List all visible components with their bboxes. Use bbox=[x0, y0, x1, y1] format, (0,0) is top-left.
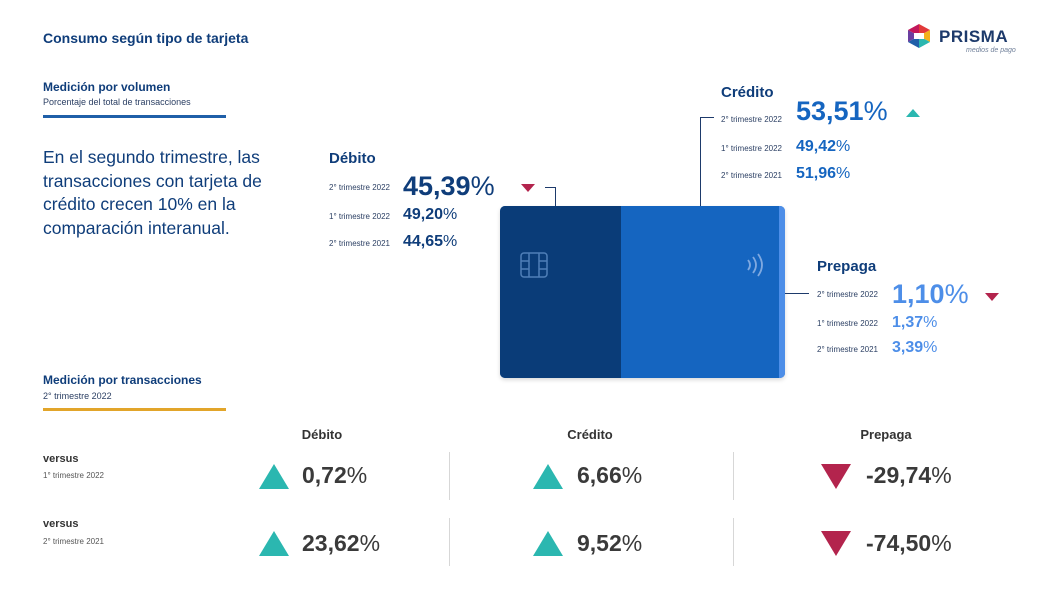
debito-row-label: 2° trimestre 2021 bbox=[329, 239, 391, 248]
table-value: 23,62% bbox=[302, 530, 381, 556]
row-title: versus bbox=[43, 453, 79, 465]
trend-up-icon bbox=[533, 464, 563, 489]
table-value: -74,50% bbox=[866, 530, 952, 556]
chip-icon bbox=[520, 252, 548, 278]
logo-tagline: medios de pago bbox=[966, 47, 1016, 54]
card-debito-band bbox=[500, 206, 621, 378]
debito-connector-v bbox=[555, 187, 556, 206]
credito-value: 51,96% bbox=[796, 165, 851, 182]
table-value: 9,52% bbox=[577, 530, 643, 556]
trend-up-icon bbox=[533, 531, 563, 556]
transactions-rule bbox=[43, 408, 226, 411]
card-prepaga-edge bbox=[779, 206, 785, 378]
contactless-icon bbox=[747, 253, 763, 277]
transactions-title: Medición por transacciones bbox=[43, 373, 202, 387]
credito-title: Crédito bbox=[721, 84, 774, 101]
trend-up-icon bbox=[259, 464, 289, 489]
credito-row-label: 2° trimestre 2021 bbox=[721, 171, 783, 180]
credito-row-label: 2° trimestre 2022 bbox=[721, 115, 783, 124]
prepaga-value: 3,39% bbox=[892, 339, 938, 356]
debito-title: Débito bbox=[329, 150, 376, 167]
row-subtitle: 1° trimestre 2022 bbox=[43, 471, 105, 480]
volume-title: Medición por volumen bbox=[43, 80, 171, 94]
trend-down-icon bbox=[821, 531, 851, 556]
lead-text: En el segundo trimestre, las transaccion… bbox=[43, 147, 262, 238]
col-header-prepaga: Prepaga bbox=[860, 427, 912, 442]
transactions-subtitle: 2° trimestre 2022 bbox=[43, 391, 112, 401]
debito-trend-down-icon bbox=[521, 184, 535, 192]
prepaga-title: Prepaga bbox=[817, 258, 877, 275]
table-value: 0,72% bbox=[302, 462, 368, 488]
prepaga-value: 1,37% bbox=[892, 314, 938, 331]
debito-value: 49,20% bbox=[403, 206, 458, 223]
row-subtitle: 2° trimestre 2021 bbox=[43, 537, 105, 546]
debito-connector-h bbox=[545, 187, 555, 188]
table-value: 6,66% bbox=[577, 462, 643, 488]
volume-rule bbox=[43, 115, 226, 118]
prepaga-trend-down-icon bbox=[985, 293, 999, 301]
logo-name: PRISMA bbox=[939, 27, 1009, 46]
col-header-debito: Débito bbox=[301, 427, 343, 442]
prisma-logo: PRISMA medios de pago bbox=[906, 23, 1026, 57]
debito-value-main: 45,39% bbox=[403, 171, 495, 201]
debito-row-label: 1° trimestre 2022 bbox=[329, 212, 391, 221]
debito-value: 44,65% bbox=[403, 233, 458, 250]
credito-connector-v bbox=[700, 117, 701, 206]
credito-connector-h bbox=[700, 117, 714, 118]
trend-up-icon bbox=[259, 531, 289, 556]
credito-trend-up-icon bbox=[906, 109, 920, 117]
credito-row-label: 1° trimestre 2022 bbox=[721, 144, 783, 153]
debito-row-label: 2° trimestre 2022 bbox=[329, 183, 391, 192]
prepaga-connector bbox=[785, 293, 809, 294]
credito-value-main: 53,51% bbox=[796, 96, 888, 126]
column-divider bbox=[733, 452, 734, 500]
row-title: versus bbox=[43, 518, 79, 530]
column-divider bbox=[449, 518, 450, 566]
col-header-credito: Crédito bbox=[567, 427, 613, 442]
table-value: -29,74% bbox=[866, 462, 952, 488]
prisma-logo-icon bbox=[908, 24, 930, 48]
credit-card-graphic bbox=[500, 206, 785, 378]
credito-value: 49,42% bbox=[796, 138, 851, 155]
prepaga-row-label: 2° trimestre 2022 bbox=[817, 290, 879, 299]
column-divider bbox=[733, 518, 734, 566]
prepaga-value-main: 1,10% bbox=[892, 279, 969, 309]
trend-down-icon bbox=[821, 464, 851, 489]
prepaga-row-label: 2° trimestre 2021 bbox=[817, 345, 879, 354]
page-title: Consumo según tipo de tarjeta bbox=[43, 30, 249, 46]
prepaga-row-label: 1° trimestre 2022 bbox=[817, 319, 879, 328]
column-divider bbox=[449, 452, 450, 500]
volume-subtitle: Porcentaje del total de transacciones bbox=[43, 97, 191, 107]
